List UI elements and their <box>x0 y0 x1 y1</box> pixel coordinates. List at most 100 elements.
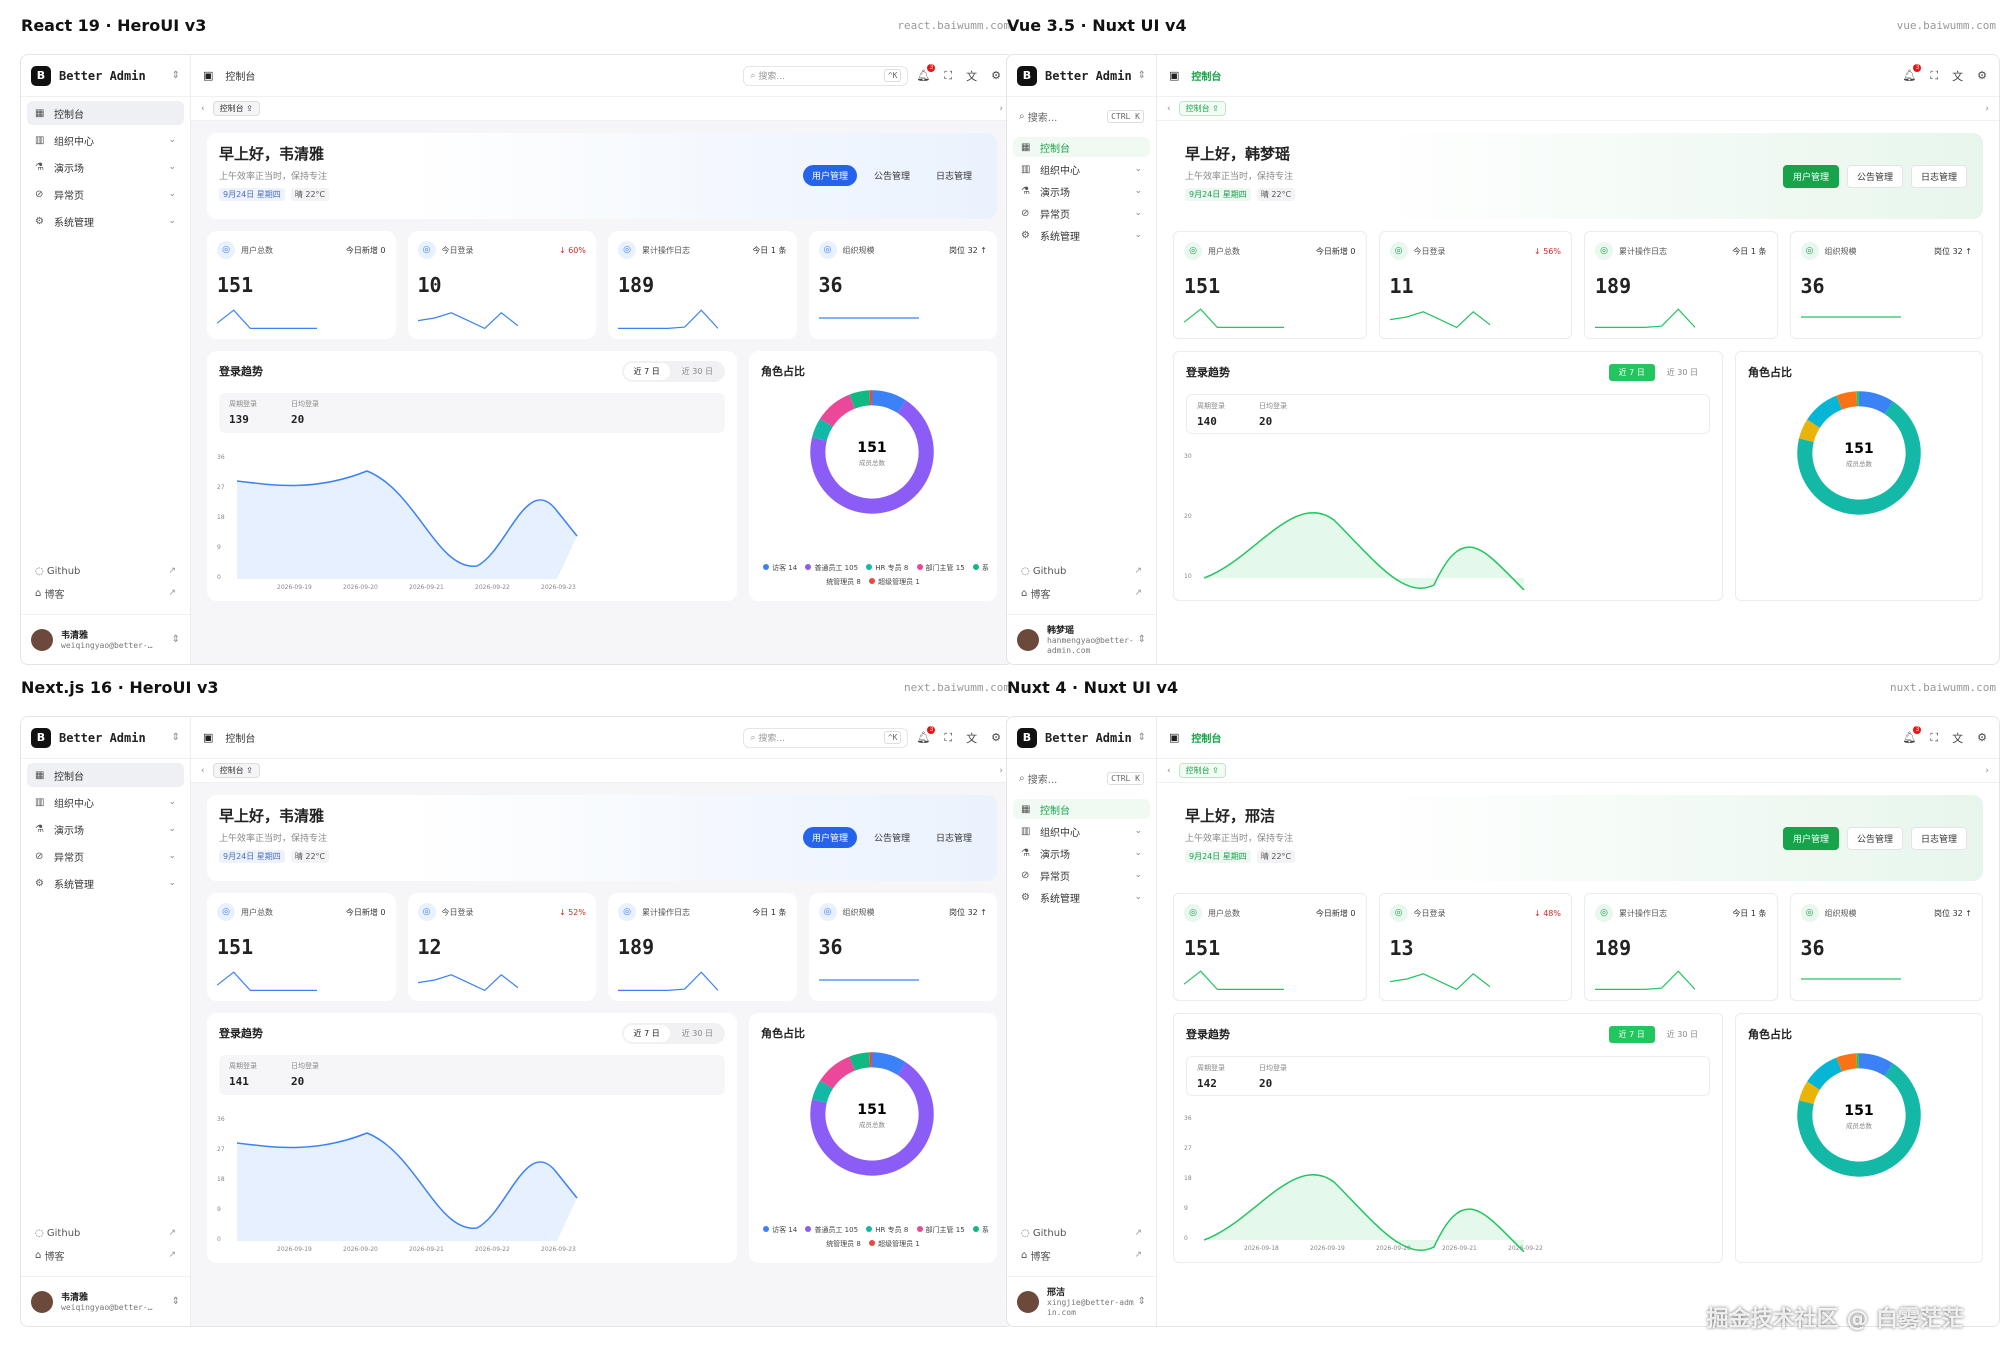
nav-item-4[interactable]: ⚙ 系统管理 ⌄ <box>1013 887 1150 907</box>
blog-link[interactable]: ⌂ 博客 ↗ <box>35 587 176 601</box>
blog-link[interactable]: ⌂ 博客 ↗ <box>1021 1249 1142 1263</box>
fullscreen-icon[interactable]: ⛶ <box>944 68 953 82</box>
github-link[interactable]: ◌ Github ↗ <box>35 565 176 577</box>
bell-icon[interactable]: 🔔︎ 3 <box>1902 64 1922 82</box>
nav-item-2[interactable]: ⚗ 演示场 ⌄ <box>27 155 184 179</box>
nav-item-1[interactable]: ▥ 组织中心 ⌄ <box>1013 821 1150 841</box>
nav-item-2[interactable]: ⚗ 演示场 ⌄ <box>1013 181 1150 201</box>
quick-button-1[interactable]: 公告管理 <box>873 834 910 844</box>
quick-button-2[interactable]: 日志管理 <box>1910 165 1967 188</box>
brand[interactable]: B Better Admin ⇕ <box>21 55 190 97</box>
search-input[interactable]: ⌕ 搜索... ^K <box>743 65 909 86</box>
user-menu[interactable]: 韦清雅 weiqingyao@better-… ⇕ <box>21 1276 190 1326</box>
nav-item-3[interactable]: ⊘ 异常页 ⌄ <box>27 844 184 868</box>
brand[interactable]: B Better Admin ⇕ <box>1007 55 1156 97</box>
sidebar-toggle-icon[interactable]: ▣ <box>1169 69 1180 82</box>
tab-dashboard[interactable]: 控制台 ⇪ <box>1178 101 1226 116</box>
nav-item-0[interactable]: ▦ 控制台 <box>1013 137 1150 157</box>
quick-button-0[interactable]: 用户管理 <box>802 827 857 848</box>
chevron-down-icon: ⌄ <box>1134 848 1142 858</box>
bell-icon[interactable]: 🔔︎ 3 <box>916 64 936 82</box>
breadcrumb[interactable]: 控制台 <box>1191 72 1222 83</box>
sidebar-toggle-icon[interactable]: ▣ <box>203 731 214 744</box>
breadcrumb[interactable]: 控制台 <box>225 734 256 745</box>
range-7-button[interactable]: 近 7 日 <box>1608 364 1655 381</box>
quick-button-2[interactable]: 日志管理 <box>935 834 972 844</box>
nav-item-0[interactable]: ▦ 控制台 <box>1013 799 1150 819</box>
blog-link[interactable]: ⌂ 博客 ↗ <box>35 1249 176 1263</box>
nav-item-0[interactable]: ▦ 控制台 <box>27 101 184 125</box>
breadcrumb[interactable]: 控制台 <box>1191 734 1222 745</box>
range-30-button[interactable]: 近 30 日 <box>681 367 713 376</box>
chevron-left-icon[interactable]: ‹ <box>1167 765 1171 776</box>
translate-icon[interactable]: 文 <box>966 69 978 83</box>
chevron-right-icon[interactable]: › <box>1985 103 1989 114</box>
chevron-left-icon[interactable]: ‹ <box>1167 103 1171 114</box>
range-30-button[interactable]: 近 30 日 <box>681 1029 713 1038</box>
chevron-left-icon[interactable]: ‹ <box>201 103 205 114</box>
chevron-right-icon[interactable]: › <box>999 103 1003 114</box>
quick-button-1[interactable]: 公告管理 <box>873 172 910 182</box>
stat-card: ◎ 组织规模 岗位 32 ↑ 36 <box>808 231 997 339</box>
quick-button-1[interactable]: 公告管理 <box>1846 165 1903 188</box>
range-7-button[interactable]: 近 7 日 <box>1608 1026 1655 1043</box>
nav-item-3[interactable]: ⊘ 异常页 ⌄ <box>1013 203 1150 223</box>
bell-icon[interactable]: 🔔︎ 3 <box>916 726 936 744</box>
github-link[interactable]: ◌ Github ↗ <box>1021 1227 1142 1239</box>
tab-dashboard[interactable]: 控制台 ⇪ <box>1178 763 1226 778</box>
settings-icon[interactable]: ⚙ <box>991 731 1001 744</box>
search-input[interactable]: ⌕ 搜索... ^K <box>743 727 909 748</box>
breadcrumb[interactable]: 控制台 <box>225 72 256 83</box>
user-menu[interactable]: 邢洁 xingjie@better-admin.com ⇕ <box>1007 1276 1156 1326</box>
chevron-right-icon[interactable]: › <box>1985 765 1989 776</box>
nav-item-0[interactable]: ▦ 控制台 <box>27 763 184 787</box>
tab-dashboard[interactable]: 控制台 ⇪ <box>212 763 260 778</box>
home-icon: ⌂ <box>1021 1249 1031 1261</box>
chevron-left-icon[interactable]: ‹ <box>201 765 205 776</box>
quick-button-0[interactable]: 用户管理 <box>802 165 857 186</box>
translate-icon[interactable]: 文 <box>1952 69 1964 83</box>
range-30-button[interactable]: 近 30 日 <box>1666 368 1698 377</box>
fullscreen-icon[interactable]: ⛶ <box>1930 730 1939 744</box>
sidebar-toggle-icon[interactable]: ▣ <box>1169 731 1180 744</box>
nav-item-1[interactable]: ▥ 组织中心 ⌄ <box>27 790 184 814</box>
nav-item-1[interactable]: ▥ 组织中心 ⌄ <box>27 128 184 152</box>
nav-item-2[interactable]: ⚗ 演示场 ⌄ <box>1013 843 1150 863</box>
brand[interactable]: B Better Admin ⇕ <box>1007 717 1156 759</box>
blog-link[interactable]: ⌂ 博客 ↗ <box>1021 587 1142 601</box>
translate-icon[interactable]: 文 <box>1952 731 1964 745</box>
range-30-button[interactable]: 近 30 日 <box>1666 1030 1698 1039</box>
quick-button-2[interactable]: 日志管理 <box>1910 827 1967 850</box>
nav-item-2[interactable]: ⚗ 演示场 ⌄ <box>27 817 184 841</box>
user-menu[interactable]: 韩梦瑶 hanmengyao@better-admin.com ⇕ <box>1007 614 1156 664</box>
trend-title: 登录趋势 <box>1186 366 1230 379</box>
nav-item-4[interactable]: ⚙ 系统管理 ⌄ <box>1013 225 1150 245</box>
fullscreen-icon[interactable]: ⛶ <box>1930 68 1939 82</box>
chevron-right-icon[interactable]: › <box>999 765 1003 776</box>
user-menu[interactable]: 韦清雅 weiqingyao@better-… ⇕ <box>21 614 190 664</box>
settings-icon[interactable]: ⚙ <box>1977 69 1987 82</box>
settings-icon[interactable]: ⚙ <box>991 69 1001 82</box>
brand[interactable]: B Better Admin ⇕ <box>21 717 190 759</box>
nav-item-4[interactable]: ⚙ 系统管理 ⌄ <box>27 209 184 233</box>
sidebar-search[interactable]: ⌕ 搜索... CTRL K <box>1015 105 1148 127</box>
nav-item-3[interactable]: ⊘ 异常页 ⌄ <box>27 182 184 206</box>
quick-button-0[interactable]: 用户管理 <box>1782 165 1839 188</box>
translate-icon[interactable]: 文 <box>966 731 978 745</box>
tab-dashboard[interactable]: 控制台 ⇪ <box>212 101 260 116</box>
nav-item-3[interactable]: ⊘ 异常页 ⌄ <box>1013 865 1150 885</box>
github-link[interactable]: ◌ Github ↗ <box>35 1227 176 1239</box>
nav-item-1[interactable]: ▥ 组织中心 ⌄ <box>1013 159 1150 179</box>
range-7-button[interactable]: 近 7 日 <box>623 363 670 380</box>
bell-icon[interactable]: 🔔︎ 3 <box>1902 726 1922 744</box>
quick-button-0[interactable]: 用户管理 <box>1782 827 1839 850</box>
fullscreen-icon[interactable]: ⛶ <box>944 730 953 744</box>
github-link[interactable]: ◌ Github ↗ <box>1021 565 1142 577</box>
sidebar-toggle-icon[interactable]: ▣ <box>203 69 214 82</box>
quick-button-1[interactable]: 公告管理 <box>1846 827 1903 850</box>
nav-item-4[interactable]: ⚙ 系统管理 ⌄ <box>27 871 184 895</box>
sidebar-search[interactable]: ⌕ 搜索... CTRL K <box>1015 767 1148 789</box>
settings-icon[interactable]: ⚙ <box>1977 731 1987 744</box>
range-7-button[interactable]: 近 7 日 <box>623 1025 670 1042</box>
quick-button-2[interactable]: 日志管理 <box>935 172 972 182</box>
